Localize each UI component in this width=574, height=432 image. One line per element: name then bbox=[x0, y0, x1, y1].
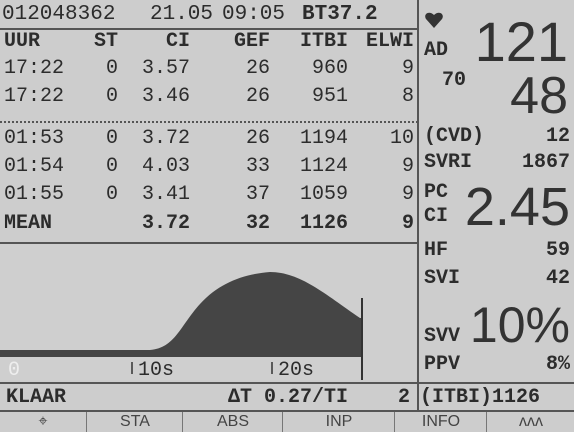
cell: 9 bbox=[401, 155, 414, 178]
mean-cell: 3.72 bbox=[141, 212, 190, 235]
mean-cell: 9 bbox=[401, 212, 414, 235]
divider bbox=[0, 410, 574, 412]
cell: 3.57 bbox=[141, 57, 190, 80]
svri-label: SVRI bbox=[424, 151, 473, 174]
divider bbox=[0, 28, 418, 30]
mean-cell: 1126 bbox=[299, 212, 348, 235]
status: KLAAR bbox=[6, 386, 67, 409]
cell: 1194 bbox=[299, 127, 348, 150]
cell: 960 bbox=[311, 57, 348, 80]
cell: 33 bbox=[245, 155, 270, 178]
cell: 1124 bbox=[299, 155, 348, 178]
svv-label: SVV bbox=[424, 325, 461, 348]
svi-label: SVI bbox=[424, 267, 461, 290]
cell: 26 bbox=[245, 85, 270, 108]
cell: 26 bbox=[245, 127, 270, 150]
mean-cell: 32 bbox=[245, 212, 270, 235]
cell: 17:22 bbox=[4, 85, 65, 108]
patient-id: 012048362 bbox=[2, 3, 116, 26]
cell: 3.72 bbox=[141, 127, 190, 150]
cell: 10 bbox=[389, 127, 414, 150]
pc-label: PC bbox=[424, 181, 449, 204]
itbi: (ITBI)1126 bbox=[420, 386, 541, 409]
cell: 3.41 bbox=[141, 183, 190, 206]
divider bbox=[417, 0, 419, 410]
ppv-label: PPV bbox=[424, 353, 461, 376]
hf-label: HF bbox=[424, 239, 449, 262]
cell: 9 bbox=[401, 57, 414, 80]
cell: 8 bbox=[401, 85, 414, 108]
column-header: ELWI bbox=[365, 30, 414, 53]
cell: 0 bbox=[105, 155, 118, 178]
cvd-label: (CVD) bbox=[424, 125, 485, 148]
mean-label: MEAN bbox=[4, 212, 53, 235]
svv: 10% bbox=[469, 297, 570, 353]
dia: 48 bbox=[510, 67, 568, 125]
temperature: BT37.2 bbox=[302, 3, 378, 26]
tick-label: 0 bbox=[8, 359, 21, 382]
cell: 3.46 bbox=[141, 85, 190, 108]
menu-icon[interactable]: ⌖ bbox=[38, 413, 48, 430]
cell: 26 bbox=[245, 57, 270, 80]
svri: 1867 bbox=[521, 151, 570, 174]
cell: 37 bbox=[245, 183, 270, 206]
svi: 42 bbox=[545, 267, 570, 290]
column-header: ST bbox=[93, 30, 118, 53]
divider bbox=[0, 242, 418, 244]
menu-inp[interactable]: INP bbox=[282, 412, 395, 432]
menu-abs[interactable]: ABS bbox=[182, 412, 283, 432]
cell: 0 bbox=[105, 127, 118, 150]
ci: 2.45 bbox=[464, 177, 570, 237]
cell: 951 bbox=[311, 85, 348, 108]
divider bbox=[0, 382, 574, 384]
menu-info[interactable]: INFO bbox=[394, 412, 487, 432]
count: 2 bbox=[398, 386, 411, 409]
column-header: CI bbox=[165, 30, 190, 53]
separator bbox=[0, 121, 418, 123]
column-header: ITBI bbox=[299, 30, 348, 53]
cell: 01:55 bbox=[4, 183, 65, 206]
ppv: 8% bbox=[545, 353, 570, 376]
menu-sta[interactable]: STA bbox=[86, 412, 183, 432]
delta-t: ΔT 0.27/TI bbox=[228, 386, 349, 409]
time: 09:05 bbox=[222, 3, 286, 26]
cell: 17:22 bbox=[4, 57, 65, 80]
sys: 121 bbox=[474, 10, 568, 73]
cell: 01:54 bbox=[4, 155, 65, 178]
column-header: UUR bbox=[4, 30, 41, 53]
cell: 1059 bbox=[299, 183, 348, 206]
menu-wave[interactable]: ʌʌʌ bbox=[486, 412, 574, 432]
ci-label: CI bbox=[424, 205, 449, 228]
heart-icon bbox=[425, 12, 443, 28]
cell: 01:53 bbox=[4, 127, 65, 150]
tick-label: 10s bbox=[138, 359, 175, 382]
cell: 4.03 bbox=[141, 155, 190, 178]
date: 21.05 bbox=[150, 3, 214, 26]
cell: 0 bbox=[105, 183, 118, 206]
thermodilution-curve bbox=[0, 244, 416, 380]
dia-label: 70 bbox=[442, 69, 467, 92]
cvd: 12 bbox=[545, 125, 570, 148]
hf: 59 bbox=[545, 239, 570, 262]
cell: 9 bbox=[401, 183, 414, 206]
cell: 0 bbox=[105, 57, 118, 80]
tick-label: 20s bbox=[278, 359, 315, 382]
curve-area bbox=[0, 272, 362, 357]
cell: 0 bbox=[105, 85, 118, 108]
column-header: GEF bbox=[233, 30, 270, 53]
ad-label: AD bbox=[424, 39, 449, 62]
